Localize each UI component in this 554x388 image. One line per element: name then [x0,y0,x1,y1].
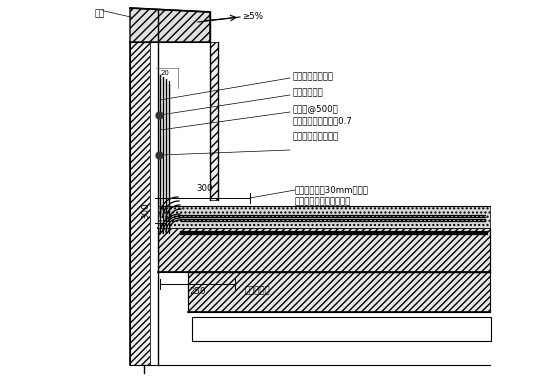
Text: 防锈金属压条，厚度0.7: 防锈金属压条，厚度0.7 [293,116,353,125]
Text: ≥5%: ≥5% [242,12,263,21]
Text: 圆角处理半径R150圆角: 圆角处理半径R150圆角 [198,322,261,331]
Text: 水泥钉@500，: 水泥钉@500， [293,104,338,113]
Text: 防锈金属盖板: 防锈金属盖板 [293,88,324,97]
Text: 泛水端侧密封胶嵌缝: 泛水端侧密封胶嵌缝 [293,132,339,141]
Polygon shape [130,42,150,365]
FancyBboxPatch shape [192,317,491,341]
Text: 250: 250 [189,287,206,296]
Polygon shape [150,42,158,365]
Polygon shape [130,42,150,365]
Text: 20: 20 [161,70,170,76]
Polygon shape [150,42,158,365]
Polygon shape [130,8,210,42]
Text: 300: 300 [197,184,213,193]
Text: 300: 300 [141,202,151,219]
Polygon shape [188,272,490,312]
Text: 压顶: 压顶 [95,9,105,18]
Text: 丙烯乙高泡沫填缝料填充: 丙烯乙高泡沫填缝料填充 [295,197,351,206]
Polygon shape [210,42,218,200]
Polygon shape [158,228,490,272]
Text: 泛水端密封胶嵌缝: 泛水端密封胶嵌缝 [293,72,334,81]
Text: 附加防水层: 附加防水层 [245,286,270,295]
Polygon shape [158,206,490,228]
Text: 卷材附加层（30mm宽度）: 卷材附加层（30mm宽度） [295,185,369,194]
